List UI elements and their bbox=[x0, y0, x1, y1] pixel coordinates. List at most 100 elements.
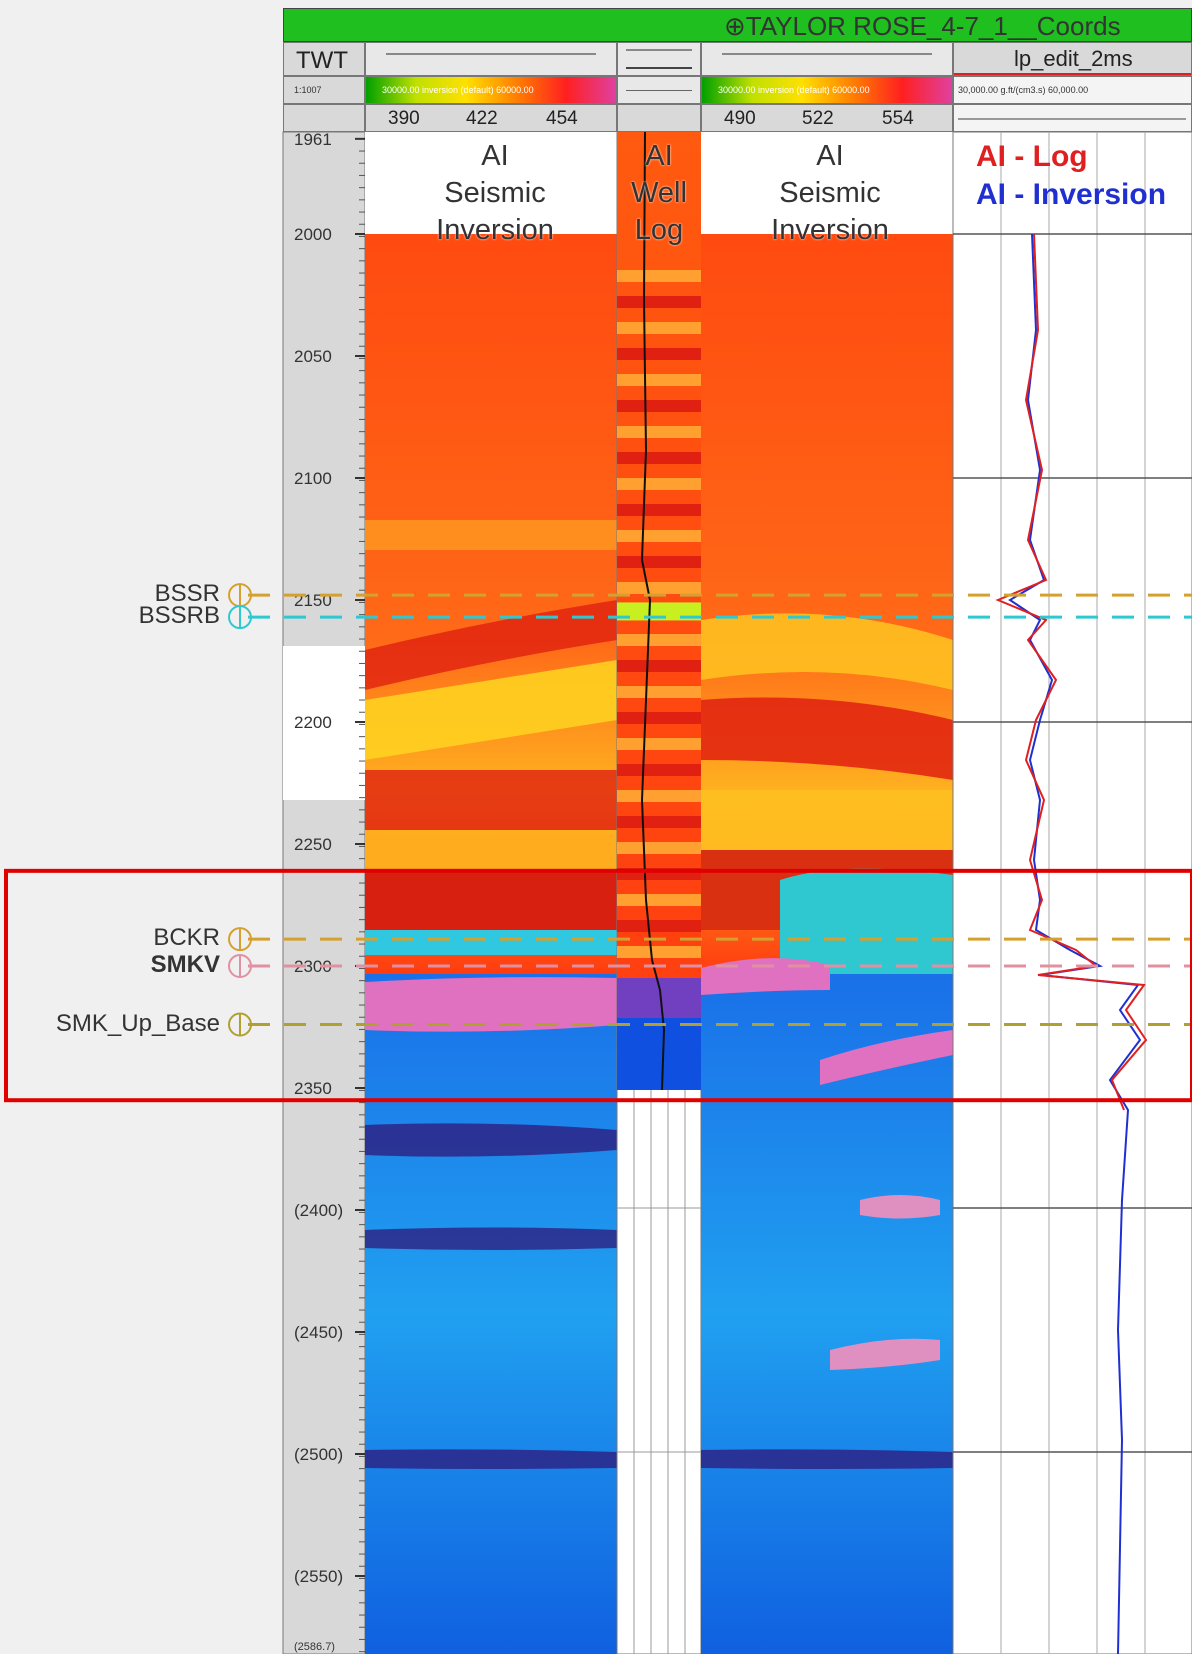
log-track-subheader-strip bbox=[958, 118, 1186, 120]
time-tick-label: 2250 bbox=[294, 835, 332, 854]
log-track-subheader bbox=[953, 104, 1192, 132]
track3-band-a bbox=[701, 613, 953, 690]
time-tick-label: 2000 bbox=[294, 225, 332, 244]
track1-colorbar-label: 30000.00 inversion (default) 60000.00 bbox=[382, 85, 534, 95]
well-log-stripe bbox=[617, 660, 701, 672]
well-log-stripe bbox=[617, 426, 701, 438]
track3-label: AI Seismic Inversion bbox=[745, 138, 915, 249]
horizon-label[interactable]: BSSRB bbox=[138, 602, 220, 630]
track3-magenta-patch-2 bbox=[860, 1195, 940, 1219]
log-track-scale-header[interactable]: 30,000.00 g.ft/(cm3.s) 60,000.00 bbox=[953, 76, 1192, 104]
time-tick-label: 2100 bbox=[294, 469, 332, 488]
horizon-lines[interactable] bbox=[228, 583, 1192, 1037]
track1-colorbar[interactable]: 30000.00 inversion (default) 60000.00 bbox=[365, 76, 617, 104]
time-tick-label: (2450) bbox=[294, 1323, 343, 1342]
well-log-stripe bbox=[617, 946, 701, 958]
horizon-label[interactable]: SMK_Up_Base bbox=[55, 1009, 220, 1037]
well-log-stripe bbox=[617, 504, 701, 516]
track1-band-f bbox=[365, 870, 617, 930]
well-log-stripe bbox=[617, 556, 701, 568]
well-log-stripe bbox=[617, 842, 701, 854]
well-log-stripe bbox=[617, 478, 701, 490]
track2-log-stripes bbox=[617, 270, 701, 958]
horizon-label[interactable]: SMKV bbox=[150, 951, 220, 978]
time-tick-label: 2350 bbox=[294, 1079, 332, 1098]
horizon-label[interactable]: BSSR bbox=[154, 580, 220, 608]
well-log-stripe bbox=[617, 764, 701, 776]
twt-header[interactable]: TWT bbox=[283, 42, 365, 76]
track3-band-c bbox=[701, 790, 953, 850]
time-axis-minor-ticks bbox=[359, 138, 365, 1653]
track2-label-line-3: Log bbox=[634, 214, 684, 246]
time-axis-tick-labels: 196120002050210021502200225023002350(240… bbox=[294, 130, 365, 1653]
well-log-stripe bbox=[617, 400, 701, 412]
track1-header[interactable] bbox=[365, 42, 617, 76]
track2-well-log bbox=[616, 131, 702, 1654]
log-track-major-grid bbox=[953, 233, 1192, 1453]
track2-grid bbox=[617, 1090, 701, 1654]
time-tick-label: 2050 bbox=[294, 347, 332, 366]
track1-trace-header[interactable]: 390 422 454 bbox=[365, 104, 617, 132]
well-title-bar[interactable]: ⊕TAYLOR ROSE_4-7_1__Coords bbox=[283, 8, 1192, 42]
track2-well-log-curve bbox=[640, 131, 666, 1091]
horizon-label[interactable]: BCKR bbox=[153, 924, 220, 952]
time-axis-highlight bbox=[283, 646, 365, 800]
legend-log-label: AI - Log bbox=[976, 140, 1088, 173]
legend-inversion-label: AI - Inversion bbox=[976, 178, 1167, 211]
track3-trace-header[interactable]: 490 522 554 bbox=[701, 104, 953, 132]
track1-empty-zone bbox=[365, 132, 617, 234]
twt-label: TWT bbox=[296, 47, 348, 74]
track3-header[interactable] bbox=[701, 42, 953, 76]
well-log-stripe bbox=[617, 738, 701, 750]
track1-magenta-band bbox=[365, 977, 617, 1032]
scale-header[interactable]: 1:1007 bbox=[283, 76, 365, 104]
track1-dark-band-2 bbox=[365, 1227, 617, 1250]
track3-empty-zone bbox=[701, 132, 953, 234]
track3-band-b bbox=[701, 697, 953, 780]
track3-colorbar[interactable]: 30000.00 inversion (default) 60000.00 bbox=[701, 76, 953, 104]
track1-seismic-inversion bbox=[365, 132, 617, 1654]
well-log-stripe bbox=[617, 816, 701, 828]
track1-lower-amplitude bbox=[365, 974, 617, 1654]
track2-label-line-2: Well bbox=[631, 177, 687, 209]
track1-label: AI Seismic Inversion bbox=[410, 138, 580, 249]
track2-blue-zone bbox=[617, 1018, 701, 1090]
track3-seismic-inversion bbox=[701, 132, 953, 1654]
track1-band-g bbox=[365, 930, 617, 955]
track2-header[interactable] bbox=[617, 42, 701, 76]
time-tick-label: 1961 bbox=[294, 130, 332, 149]
well-log-stripe bbox=[617, 374, 701, 386]
well-log-stripe bbox=[617, 270, 701, 282]
track1-header-text-strip bbox=[386, 53, 596, 55]
well-log-stripe bbox=[617, 634, 701, 646]
track3-trace-label-1: 490 bbox=[724, 108, 756, 129]
track3-label-line-1: AI bbox=[816, 140, 844, 172]
well-title: ⊕TAYLOR ROSE_4-7_1__Coords bbox=[724, 11, 1121, 41]
log-comparison-track bbox=[952, 131, 1192, 1654]
track3-trace-label-2: 522 bbox=[802, 108, 834, 129]
track1-label-line-1: AI bbox=[481, 140, 509, 172]
track1-label-line-2: Seismic bbox=[444, 177, 546, 209]
track1-dark-band-1 bbox=[365, 1123, 617, 1157]
track2-header-text-strip bbox=[626, 49, 692, 51]
track1-band-c bbox=[365, 660, 617, 760]
track1-band-d bbox=[365, 770, 617, 830]
track3-label-line-3: Inversion bbox=[771, 214, 889, 246]
time-tick-label: 2200 bbox=[294, 713, 332, 732]
track3-label-line-2: Seismic bbox=[779, 177, 881, 209]
track1-band-b bbox=[365, 600, 617, 690]
log-track-header[interactable]: lp_edit_2ms bbox=[953, 42, 1192, 76]
well-log-stripe bbox=[617, 348, 701, 360]
time-tick-label: (2550) bbox=[294, 1567, 343, 1586]
track2-scale-header[interactable] bbox=[617, 76, 701, 104]
time-tick-label: 2300 bbox=[294, 957, 332, 976]
zone-highlight-box bbox=[4, 868, 1192, 1103]
track2-scale-line bbox=[626, 90, 692, 91]
track1-band-e bbox=[365, 830, 617, 870]
scale-label: 1:1007 bbox=[294, 85, 322, 95]
track3-colorbar-label: 30000.00 inversion (default) 60000.00 bbox=[718, 85, 870, 95]
log-track-grid bbox=[1000, 132, 1146, 1654]
well-crosshair-icon: ⊕ bbox=[724, 11, 746, 41]
well-log-stripe bbox=[617, 686, 701, 698]
